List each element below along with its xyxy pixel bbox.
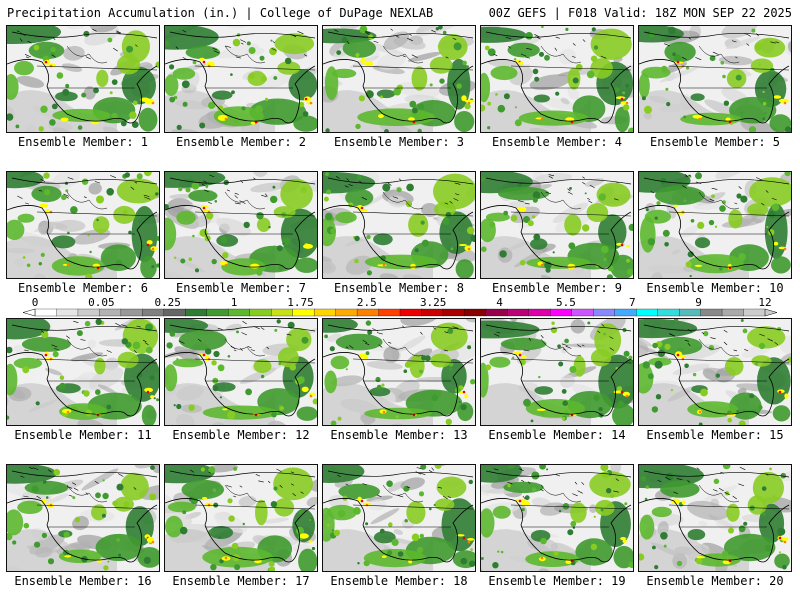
colorbar-swatch xyxy=(142,308,165,317)
colorbar-max-arrow xyxy=(764,308,778,317)
ensemble-member-map xyxy=(164,171,318,279)
ensemble-member-map xyxy=(322,171,476,279)
colorbar-swatch xyxy=(120,308,143,317)
colorbar-swatch xyxy=(721,308,744,317)
colorbar-swatch xyxy=(593,308,616,317)
ensemble-member-map xyxy=(322,318,476,426)
ensemble-member-label: Ensemble Member: 11 xyxy=(14,428,152,442)
colorbar-swatch xyxy=(378,308,401,317)
ensemble-member-label: Ensemble Member: 7 xyxy=(175,281,307,295)
ensemble-member-label: Ensemble Member: 19 xyxy=(488,574,626,588)
colorbar-swatch xyxy=(34,308,57,317)
ensemble-member-label: Ensemble Member: 5 xyxy=(649,135,781,149)
ensemble-member-label: Ensemble Member: 18 xyxy=(330,574,468,588)
colorbar-tick-label: 12 xyxy=(758,296,771,309)
ensemble-member-map xyxy=(638,25,792,133)
colorbar-tick-label: 1.75 xyxy=(287,296,314,309)
ensemble-member-label: Ensemble Member: 15 xyxy=(646,428,784,442)
colorbar-tick-label: 1 xyxy=(231,296,238,309)
colorbar-tick-label: 0 xyxy=(32,296,39,309)
colorbar-swatch xyxy=(335,308,358,317)
ensemble-member-label: Ensemble Member: 12 xyxy=(172,428,310,442)
ensemble-member-map xyxy=(638,318,792,426)
colorbar-tick-label: 7 xyxy=(629,296,636,309)
colorbar-swatch xyxy=(228,308,251,317)
colorbar-swatch xyxy=(249,308,272,317)
ensemble-member-label: Ensemble Member: 8 xyxy=(333,281,465,295)
ensemble-member-map xyxy=(164,464,318,572)
ensemble-member-map xyxy=(480,464,634,572)
colorbar-swatch xyxy=(356,308,379,317)
ensemble-member-label: Ensemble Member: 17 xyxy=(172,574,310,588)
colorbar-swatch xyxy=(485,308,508,317)
colorbar-swatch xyxy=(571,308,594,317)
colorbar-tick-label: 0.25 xyxy=(154,296,181,309)
colorbar-swatch xyxy=(700,308,723,317)
ensemble-member-map xyxy=(6,25,160,133)
colorbar-swatch xyxy=(636,308,659,317)
colorbar-tick-label: 2.5 xyxy=(357,296,377,309)
colorbar-swatch xyxy=(313,308,337,317)
ensemble-member-map xyxy=(638,464,792,572)
colorbar-swatch xyxy=(743,308,766,317)
header-title-left: Precipitation Accumulation (in.) | Colle… xyxy=(7,6,434,20)
ensemble-member-map xyxy=(6,318,160,426)
ensemble-member-map xyxy=(6,171,160,279)
ensemble-member-label: Ensemble Member: 2 xyxy=(175,135,307,149)
ensemble-member-label: Ensemble Member: 3 xyxy=(333,135,465,149)
colorbar-swatch xyxy=(56,308,79,317)
ensemble-member-map xyxy=(480,171,634,279)
colorbar-swatch xyxy=(77,308,100,317)
ensemble-member-label: Ensemble Member: 6 xyxy=(17,281,149,295)
ensemble-member-label: Ensemble Member: 16 xyxy=(14,574,152,588)
colorbar-swatch xyxy=(507,308,530,317)
colorbar-tick-label: 0.05 xyxy=(88,296,115,309)
ensemble-member-label: Ensemble Member: 14 xyxy=(488,428,626,442)
colorbar-tick-label: 5.5 xyxy=(556,296,576,309)
colorbar-swatch xyxy=(271,308,294,317)
colorbar-swatch xyxy=(206,308,229,317)
ensemble-member-map xyxy=(164,25,318,133)
colorbar-swatch xyxy=(528,308,551,317)
colorbar-swatch xyxy=(550,308,573,317)
colorbar-min-arrow xyxy=(22,308,36,317)
colorbar-swatch xyxy=(399,308,422,317)
ensemble-member-label: Ensemble Member: 9 xyxy=(491,281,623,295)
colorbar-swatch xyxy=(421,308,444,317)
ensemble-member-map xyxy=(480,25,634,133)
ensemble-member-label: Ensemble Member: 1 xyxy=(17,135,149,149)
ensemble-member-label: Ensemble Member: 4 xyxy=(491,135,623,149)
colorbar-swatch xyxy=(99,308,122,317)
colorbar-swatch xyxy=(163,308,186,317)
ensemble-member-map xyxy=(164,318,318,426)
colorbar-swatch xyxy=(185,308,208,317)
ensemble-member-map xyxy=(6,464,160,572)
colorbar-tick-label: 4 xyxy=(496,296,503,309)
colorbar-swatch xyxy=(464,308,487,317)
ensemble-member-label: Ensemble Member: 20 xyxy=(646,574,784,588)
colorbar-swatch xyxy=(614,308,637,317)
header-title-right: 00Z GEFS | F018 Valid: 18Z MON SEP 22 20… xyxy=(488,6,792,20)
ensemble-member-map xyxy=(322,25,476,133)
colorbar-tick-label: 3.25 xyxy=(420,296,447,309)
colorbar-swatch xyxy=(442,308,465,317)
colorbar-swatch xyxy=(292,308,315,317)
ensemble-member-map xyxy=(480,318,634,426)
precip-colorbar: 0 0.05 0.25 1 1.75 2.5 3.25 4 5.5 7 9 12 xyxy=(22,296,778,317)
ensemble-member-label: Ensemble Member: 10 xyxy=(646,281,784,295)
ensemble-member-map xyxy=(322,464,476,572)
ensemble-member-map xyxy=(638,171,792,279)
colorbar-swatch xyxy=(657,308,680,317)
ensemble-member-label: Ensemble Member: 13 xyxy=(330,428,468,442)
colorbar-swatch xyxy=(678,308,702,317)
colorbar-tick-label: 9 xyxy=(695,296,702,309)
